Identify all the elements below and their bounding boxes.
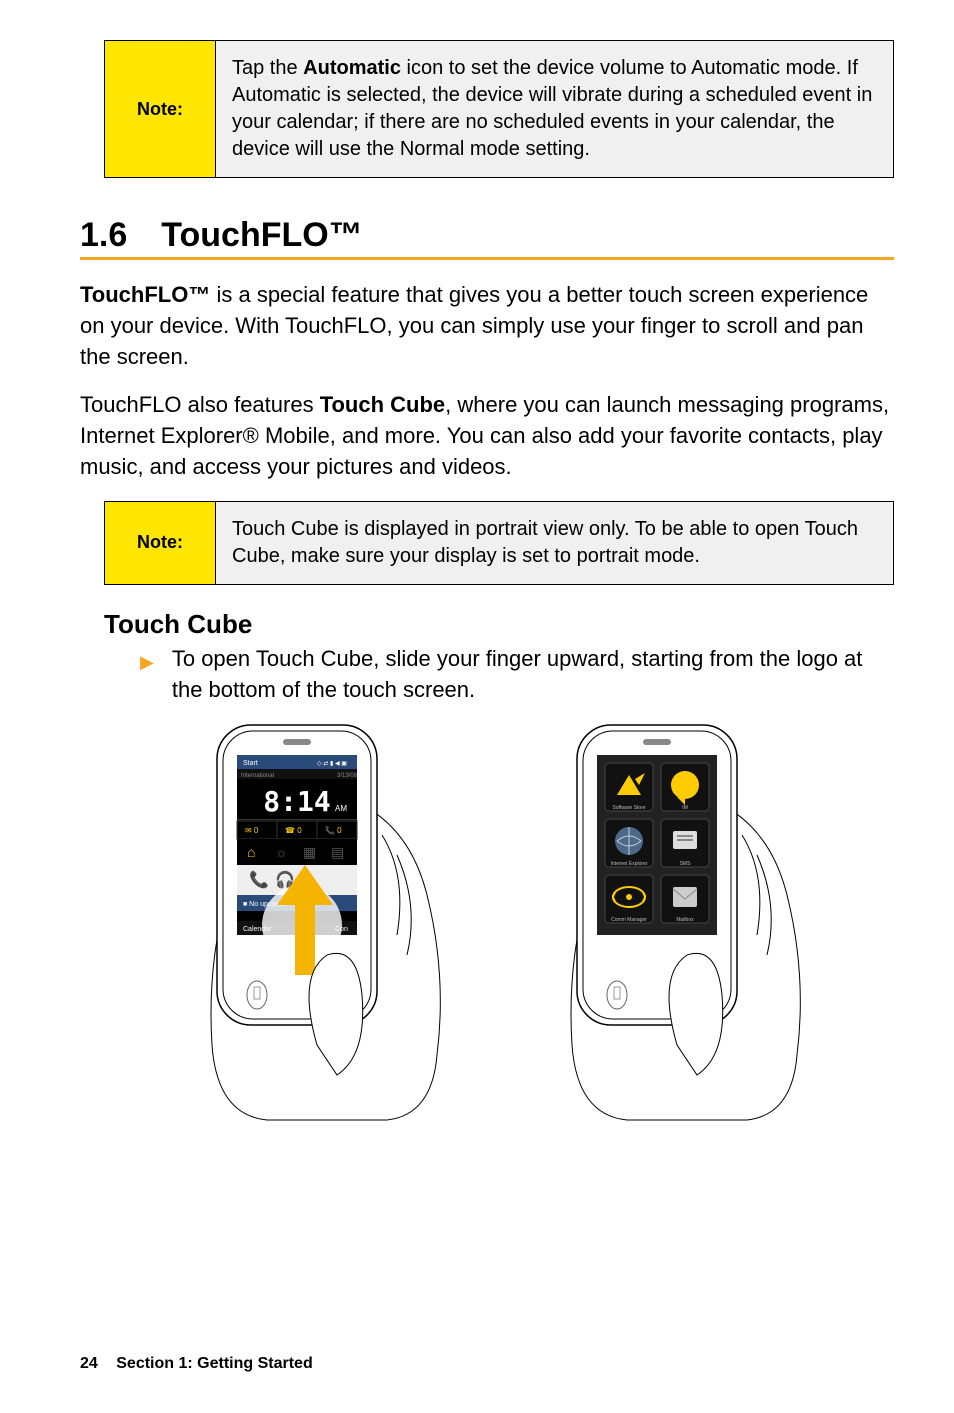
svg-text:📞: 📞 (249, 869, 269, 889)
page-number: 24 (80, 1355, 98, 1372)
note-box-2: Note: Touch Cube is displayed in portrai… (104, 501, 894, 585)
svg-text:☼: ☼ (275, 844, 288, 860)
svg-text:AM: AM (335, 804, 347, 813)
tile-label-3: SMS (680, 861, 692, 867)
bullet-text: To open Touch Cube, slide your finger up… (172, 644, 894, 706)
illustrations-row: Start ◇ ⇄ ▮ ◀ ▣ International 3/13/08 8:… (80, 715, 894, 1125)
svg-text:✉ 0: ✉ 0 (245, 826, 259, 835)
note-label-1: Note: (105, 41, 216, 177)
phone-illustration-right: Software Store IM Internet Explorer (517, 715, 817, 1125)
svg-text:International: International (241, 773, 274, 779)
svg-text:▦: ▦ (303, 844, 316, 860)
section-heading: 1.6 TouchFLO™ (80, 216, 894, 255)
start-label: Start (243, 760, 258, 767)
bullet-marker-icon: ▶ (140, 650, 154, 706)
para1-bold: TouchFLO™ (80, 282, 210, 307)
paragraph-1: TouchFLO™ is a special feature that give… (80, 280, 894, 372)
heading-underline (80, 257, 894, 260)
tile-label-5: Mailbox (676, 917, 694, 923)
page-footer: 24 Section 1: Getting Started (80, 1355, 313, 1373)
note-label-2: Note: (105, 502, 216, 584)
tile-label-4: Comm Manager (611, 917, 647, 923)
section-label: Section 1: Getting Started (116, 1355, 312, 1372)
tile-label-2: Internet Explorer (611, 861, 648, 867)
note-content-2: Touch Cube is displayed in portrait view… (216, 502, 893, 584)
svg-text:⌂: ⌂ (247, 844, 255, 860)
svg-text:◇ ⇄ ▮ ◀ ▣: ◇ ⇄ ▮ ◀ ▣ (317, 760, 347, 767)
svg-text:📞 0: 📞 0 (325, 825, 342, 835)
svg-text:3/13/08: 3/13/08 (337, 773, 358, 779)
note-content-1: Tap the Automatic icon to set the device… (216, 41, 893, 177)
touch-cube-subhead: Touch Cube (104, 609, 894, 640)
note1-text-before: Tap the (232, 57, 303, 79)
svg-text:☎ 0: ☎ 0 (285, 826, 302, 835)
paragraph-2: TouchFLO also features Touch Cube, where… (80, 390, 894, 482)
svg-text:▤: ▤ (331, 844, 344, 860)
note-box-1: Note: Tap the Automatic icon to set the … (104, 40, 894, 178)
mailbox-icon (673, 887, 697, 907)
bullet-row: ▶ To open Touch Cube, slide your finger … (140, 644, 894, 706)
tile-label-0: Software Store (612, 805, 645, 811)
para2-before: TouchFLO also features (80, 392, 320, 417)
tile-label-1: IM (682, 805, 688, 811)
chat-icon (671, 771, 699, 799)
para2-bold: Touch Cube (320, 392, 445, 417)
note1-bold: Automatic (303, 57, 401, 79)
phone-illustration-left: Start ◇ ⇄ ▮ ◀ ▣ International 3/13/08 8:… (157, 715, 457, 1125)
time-display: 8:14 (263, 785, 330, 818)
